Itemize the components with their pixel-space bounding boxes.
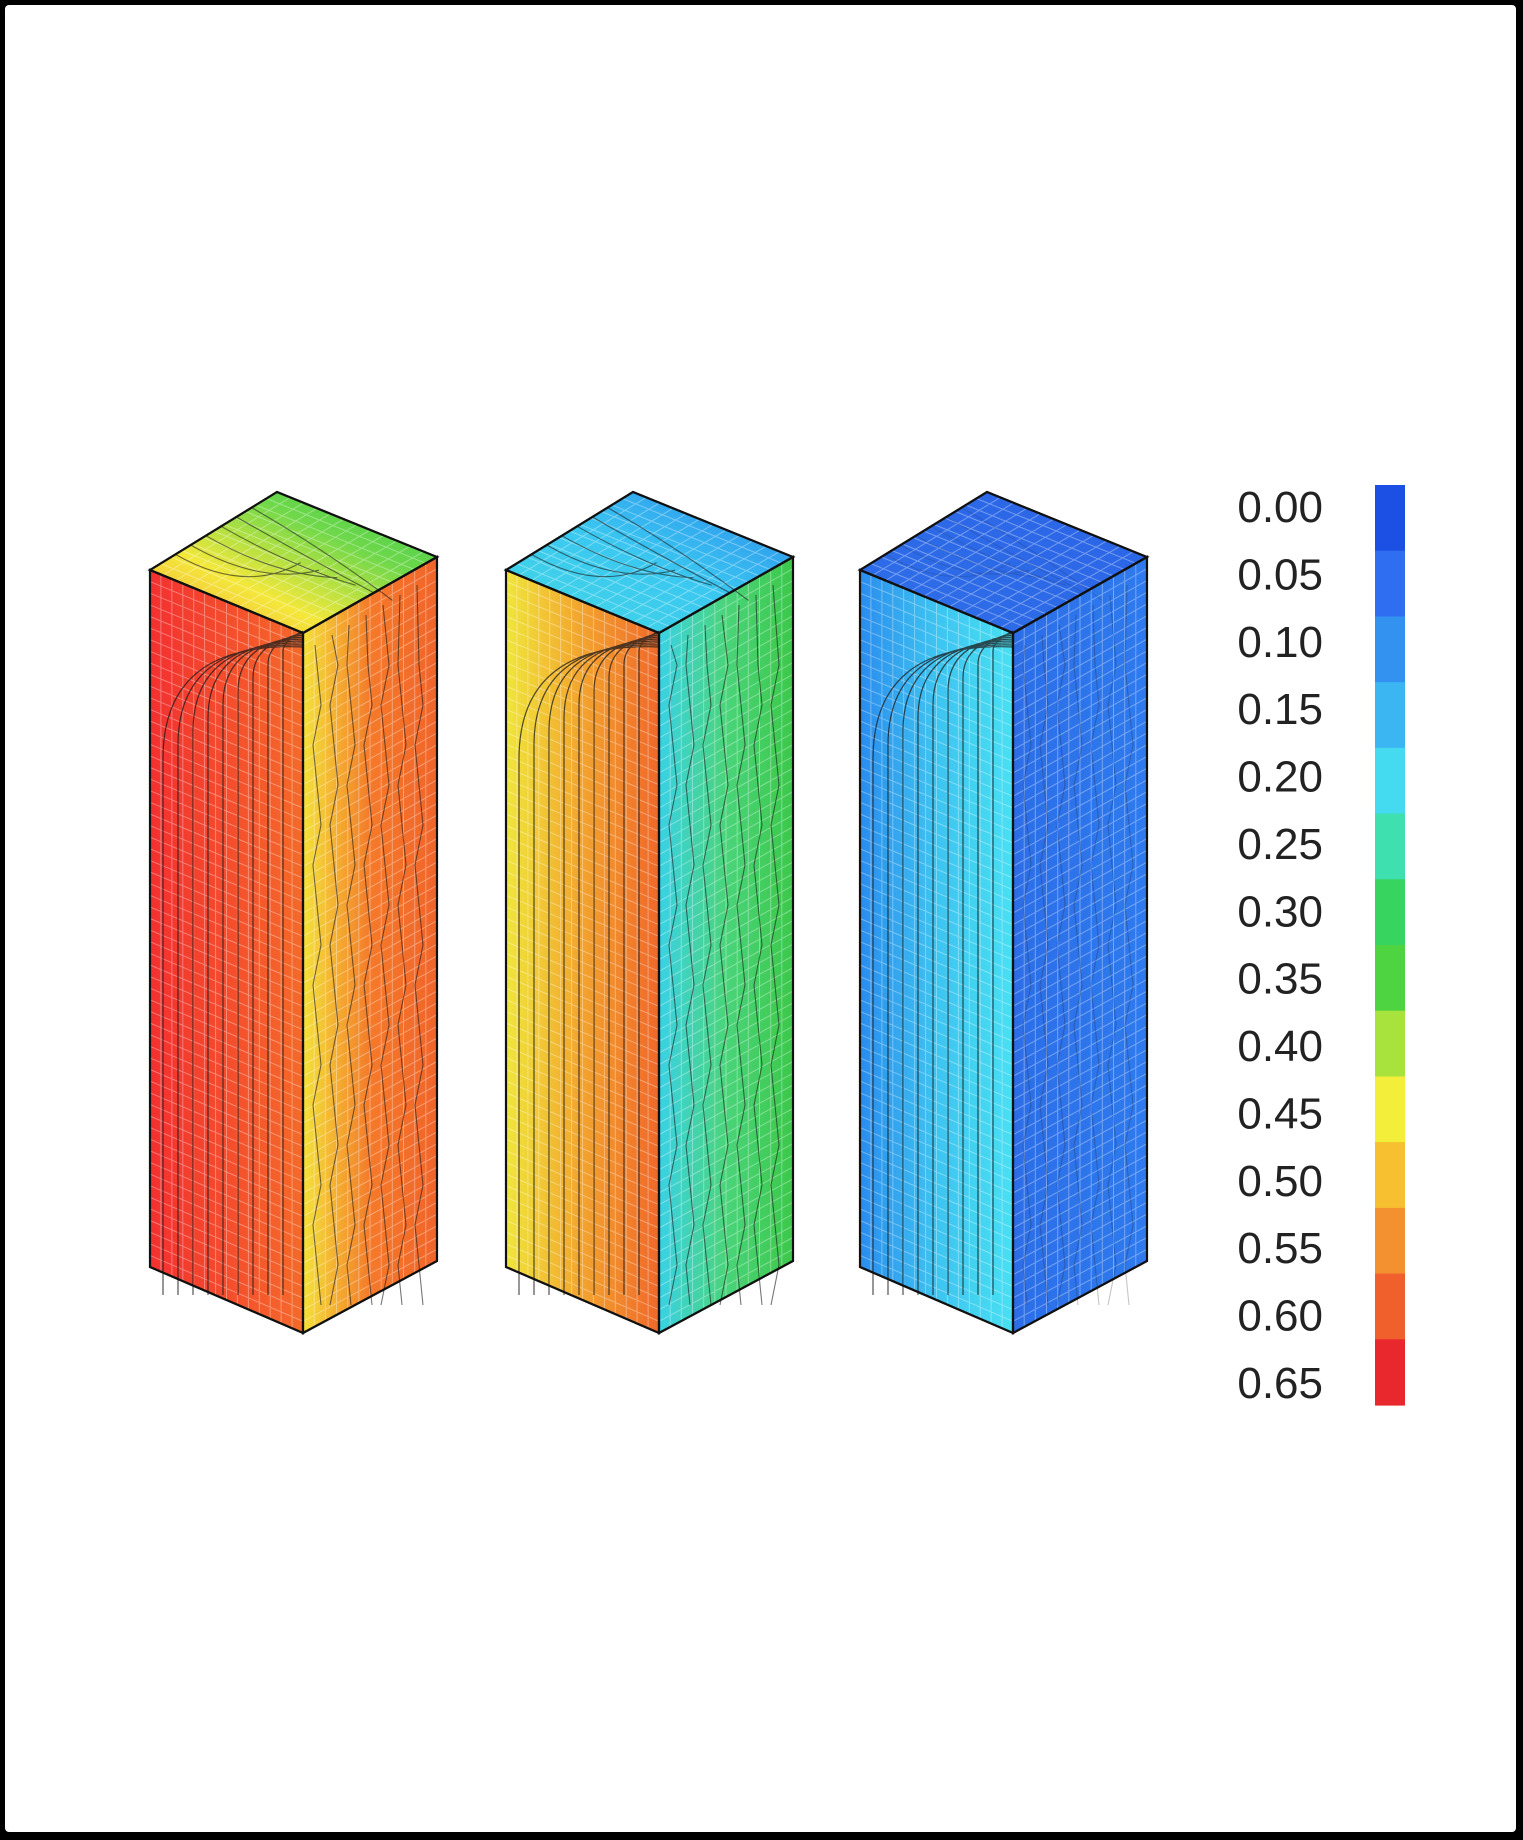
colorbar-tick-label: 0.35: [1237, 955, 1323, 1004]
colorbar: 0.00 0.05 0.10 0.15 0.20 0.25 0.30 0.35 0.40 0.45…: [1237, 483, 1405, 1408]
colorbar-tick-label: 0.25: [1237, 820, 1323, 869]
colorbar-tick-label: 0.60: [1237, 1292, 1323, 1341]
colorbar-tick-label: 0.55: [1237, 1224, 1323, 1273]
blocks-group: [147, 490, 1150, 1335]
colorbar-tick-label: 0.45: [1237, 1089, 1323, 1138]
colorbar-tick-label: 0.00: [1237, 483, 1323, 532]
colorbar-segment: [1375, 879, 1405, 946]
colorbar-segment: [1375, 550, 1405, 618]
colorbar-segment: [1375, 747, 1405, 815]
colorbar-tick-label: 0.15: [1237, 685, 1323, 734]
colorbar-segment: [1375, 682, 1405, 749]
colorbar-segment: [1375, 616, 1405, 683]
colorbar-tick-label: 0.50: [1237, 1157, 1323, 1206]
figure-canvas: 0.00 0.05 0.10 0.15 0.20 0.25 0.30 0.35 0.40 0.45…: [147, 483, 1405, 1408]
colorbar-segment: [1375, 1339, 1405, 1406]
colorbar-segment: [1375, 1010, 1405, 1078]
colorbar-segment: [1375, 1142, 1405, 1209]
colorbar-segment: [1375, 1207, 1405, 1275]
colorbar-tick-label: 0.65: [1237, 1359, 1323, 1408]
block-1: [147, 490, 440, 1335]
colorbar-segment: [1375, 945, 1405, 1012]
colorbar-segment: [1375, 813, 1405, 880]
colorbar-tick-label: 0.05: [1237, 550, 1323, 599]
colorbar-tick-label: 0.10: [1237, 618, 1323, 667]
colorbar-tick-label: 0.20: [1237, 753, 1323, 802]
colorbar-segment: [1375, 485, 1405, 552]
block-3: [857, 490, 1150, 1335]
block-2: [503, 490, 796, 1335]
colorbar-segment: [1375, 1273, 1405, 1340]
figure-frame: 0.00 0.05 0.10 0.15 0.20 0.25 0.30 0.35 0.40 0.45…: [5, 5, 1516, 1832]
colorbar-tick-label: 0.40: [1237, 1022, 1323, 1071]
colorbar-segment: [1375, 1076, 1405, 1143]
colorbar-tick-label: 0.30: [1237, 887, 1323, 936]
